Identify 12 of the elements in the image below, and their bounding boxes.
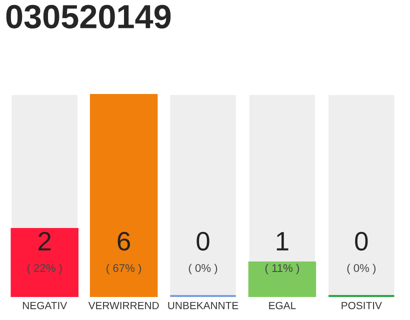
chart-title: 030520149 [6,4,171,29]
x-tick-label: UNBEKANNTE [168,302,238,310]
x-tick-label: EGAL [269,302,296,310]
bar [248,261,316,298]
x-tick-label: VERWIRREND [88,302,159,310]
data-label: 6 ( 67% ) [106,232,142,274]
data-label: 1 ( 11% ) [265,232,300,274]
data-label: 0 ( 0% ) [188,232,218,274]
data-label: 0 ( 0% ) [347,232,376,274]
x-tick-label: NEGATIV [22,302,68,310]
data-label: 2 ( 22% ) [27,232,62,274]
x-tick-label: POSITIV [342,302,382,310]
